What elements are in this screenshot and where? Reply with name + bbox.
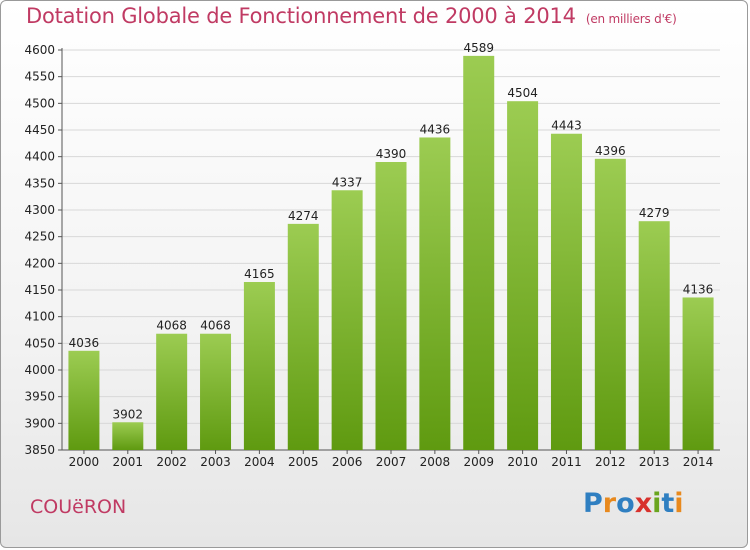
y-tick-label: 4350 xyxy=(24,176,55,190)
x-tick-label: 2001 xyxy=(113,455,144,469)
y-tick-label: 4450 xyxy=(24,123,55,137)
data-label: 4279 xyxy=(639,206,670,220)
data-label: 4443 xyxy=(551,119,582,133)
logo-letter: i xyxy=(674,488,684,519)
logo-letter: t xyxy=(661,488,675,519)
y-tick-label: 4000 xyxy=(24,363,55,377)
y-tick-label: 4150 xyxy=(24,283,55,297)
data-label: 4036 xyxy=(69,336,100,350)
bar xyxy=(375,162,407,450)
x-tick-label: 2012 xyxy=(595,455,626,469)
chart-title: Dotation Globale de Fonctionnement de 20… xyxy=(26,4,677,28)
title-text: Dotation Globale de Fonctionnement de 20… xyxy=(26,4,576,28)
y-tick-label: 3950 xyxy=(24,390,55,404)
data-label: 4274 xyxy=(288,209,319,223)
bars xyxy=(68,55,714,451)
data-label: 4436 xyxy=(420,122,451,136)
x-tick-label: 2004 xyxy=(244,455,275,469)
data-label: 4165 xyxy=(244,267,275,281)
x-tick-label: 2010 xyxy=(507,455,538,469)
x-tick-label: 2006 xyxy=(332,455,363,469)
bar xyxy=(638,221,670,450)
bar xyxy=(594,158,626,451)
logo-letter: i xyxy=(652,488,662,519)
data-label: 4068 xyxy=(200,319,231,333)
data-label: 4589 xyxy=(463,41,494,55)
bar xyxy=(682,297,714,450)
bar xyxy=(331,190,363,450)
y-tick-label: 4200 xyxy=(24,256,55,270)
bar xyxy=(419,137,451,450)
bar xyxy=(68,350,100,450)
y-tick-label: 4500 xyxy=(24,96,55,110)
bar xyxy=(550,133,582,450)
y-tick-label: 4400 xyxy=(24,150,55,164)
bar xyxy=(287,223,319,450)
data-label: 4504 xyxy=(507,86,538,100)
bar xyxy=(156,333,188,450)
y-tick-label: 4100 xyxy=(24,310,55,324)
bar xyxy=(507,101,539,450)
x-tick-label: 2014 xyxy=(683,455,714,469)
x-tick-label: 2008 xyxy=(420,455,451,469)
y-tick-label: 3850 xyxy=(24,443,55,457)
x-tick-label: 2000 xyxy=(69,455,100,469)
data-label: 4390 xyxy=(376,147,407,161)
logo-letter: o xyxy=(616,488,635,519)
bar xyxy=(243,282,275,450)
x-tick-label: 2005 xyxy=(288,455,319,469)
x-tick-label: 2011 xyxy=(551,455,582,469)
x-tick-label: 2007 xyxy=(376,455,407,469)
data-label: 4337 xyxy=(332,175,363,189)
x-tick-label: 2009 xyxy=(463,455,494,469)
city-name: COUëRON xyxy=(30,496,127,518)
x-tick-label: 2013 xyxy=(639,455,670,469)
data-label: 4068 xyxy=(156,319,187,333)
logo-letter: r xyxy=(602,488,617,519)
y-tick-label: 4300 xyxy=(24,203,55,217)
unit-note: (en milliers d'€) xyxy=(585,12,677,26)
y-tick-label: 4600 xyxy=(24,43,55,57)
logo-letter: x xyxy=(634,488,653,519)
data-label: 3902 xyxy=(113,407,144,421)
proxiti-logo[interactable]: Proxiti xyxy=(583,488,684,519)
y-tick-label: 4550 xyxy=(24,70,55,84)
data-labels: 4036 3902 4068 4068 4165 4274 4337 4390 4436 4589… xyxy=(69,41,714,421)
bar xyxy=(200,333,232,450)
data-label: 4396 xyxy=(595,144,626,158)
y-tick-label: 4050 xyxy=(24,336,55,350)
logo-letter: P xyxy=(583,488,603,519)
bar xyxy=(463,55,495,450)
tick-labels: 3850 3900 3950 4000 4050 4100 4150 4200 4250 4300… xyxy=(24,43,713,469)
x-tick-label: 2003 xyxy=(200,455,231,469)
y-tick-label: 4250 xyxy=(24,230,55,244)
bar xyxy=(112,422,144,450)
x-tick-label: 2002 xyxy=(156,455,187,469)
data-label: 4136 xyxy=(683,282,714,296)
y-tick-label: 3900 xyxy=(24,416,55,430)
